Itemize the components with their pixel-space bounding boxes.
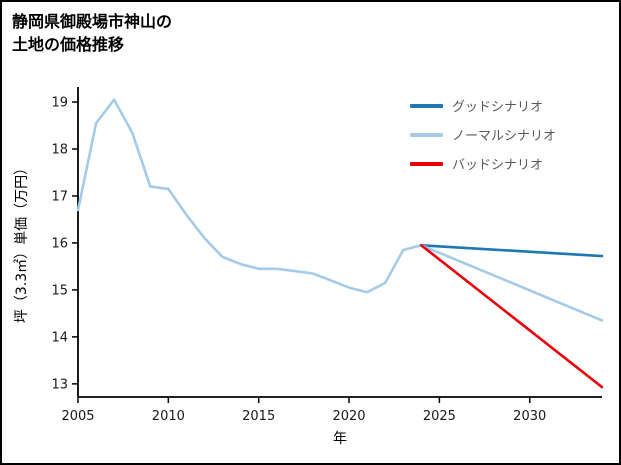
chart-legend: グッドシナリオ ノーマルシナリオ バッドシナリオ: [410, 96, 556, 173]
y-tick-label: 17: [51, 189, 68, 204]
x-tick-label: 2005: [61, 409, 94, 424]
y-tick-label: 19: [51, 96, 68, 111]
y-tick-label: 13: [51, 377, 68, 392]
series-line-good-scenario: [419, 244, 604, 258]
chart-title: 静岡県御殿場市神山の 土地の価格推移: [12, 10, 172, 56]
series-line-history: [76, 98, 423, 294]
legend-item-normal-scenario: ノーマルシナリオ: [410, 125, 556, 144]
y-tick-label: 16: [51, 236, 68, 251]
series-line-normal-scenario: [419, 244, 604, 322]
legend-label-normal-scenario: ノーマルシナリオ: [452, 129, 557, 144]
legend-swatch-bad-scenario: [410, 161, 443, 166]
x-tick-label: 2020: [332, 409, 365, 424]
legend-label-good-scenario: グッドシナリオ: [452, 100, 544, 115]
x-tick-label: 2030: [513, 409, 546, 424]
chart-title-line2: 土地の価格推移: [12, 35, 125, 55]
chart-title-line1: 静岡県御殿場市神山の: [12, 12, 173, 31]
legend-item-bad-scenario: バッドシナリオ: [410, 154, 556, 173]
legend-swatch-good-scenario: [410, 103, 443, 108]
x-axis-label: 年: [333, 431, 347, 447]
legend-swatch-normal-scenario: [410, 132, 443, 137]
y-tick-label: 14: [51, 330, 68, 345]
x-tick-label: 2010: [152, 409, 185, 424]
legend-item-good-scenario: グッドシナリオ: [410, 96, 556, 115]
x-tick-label: 2025: [423, 409, 456, 424]
legend-label-bad-scenario: バッドシナリオ: [452, 158, 544, 173]
y-axis-label: 坪（3.3㎡）単価（万円）: [14, 161, 30, 323]
x-tick-label: 2015: [242, 409, 275, 424]
y-tick-label: 15: [51, 283, 68, 298]
series-line-bad-scenario: [419, 244, 604, 389]
y-tick-label: 18: [51, 143, 68, 158]
